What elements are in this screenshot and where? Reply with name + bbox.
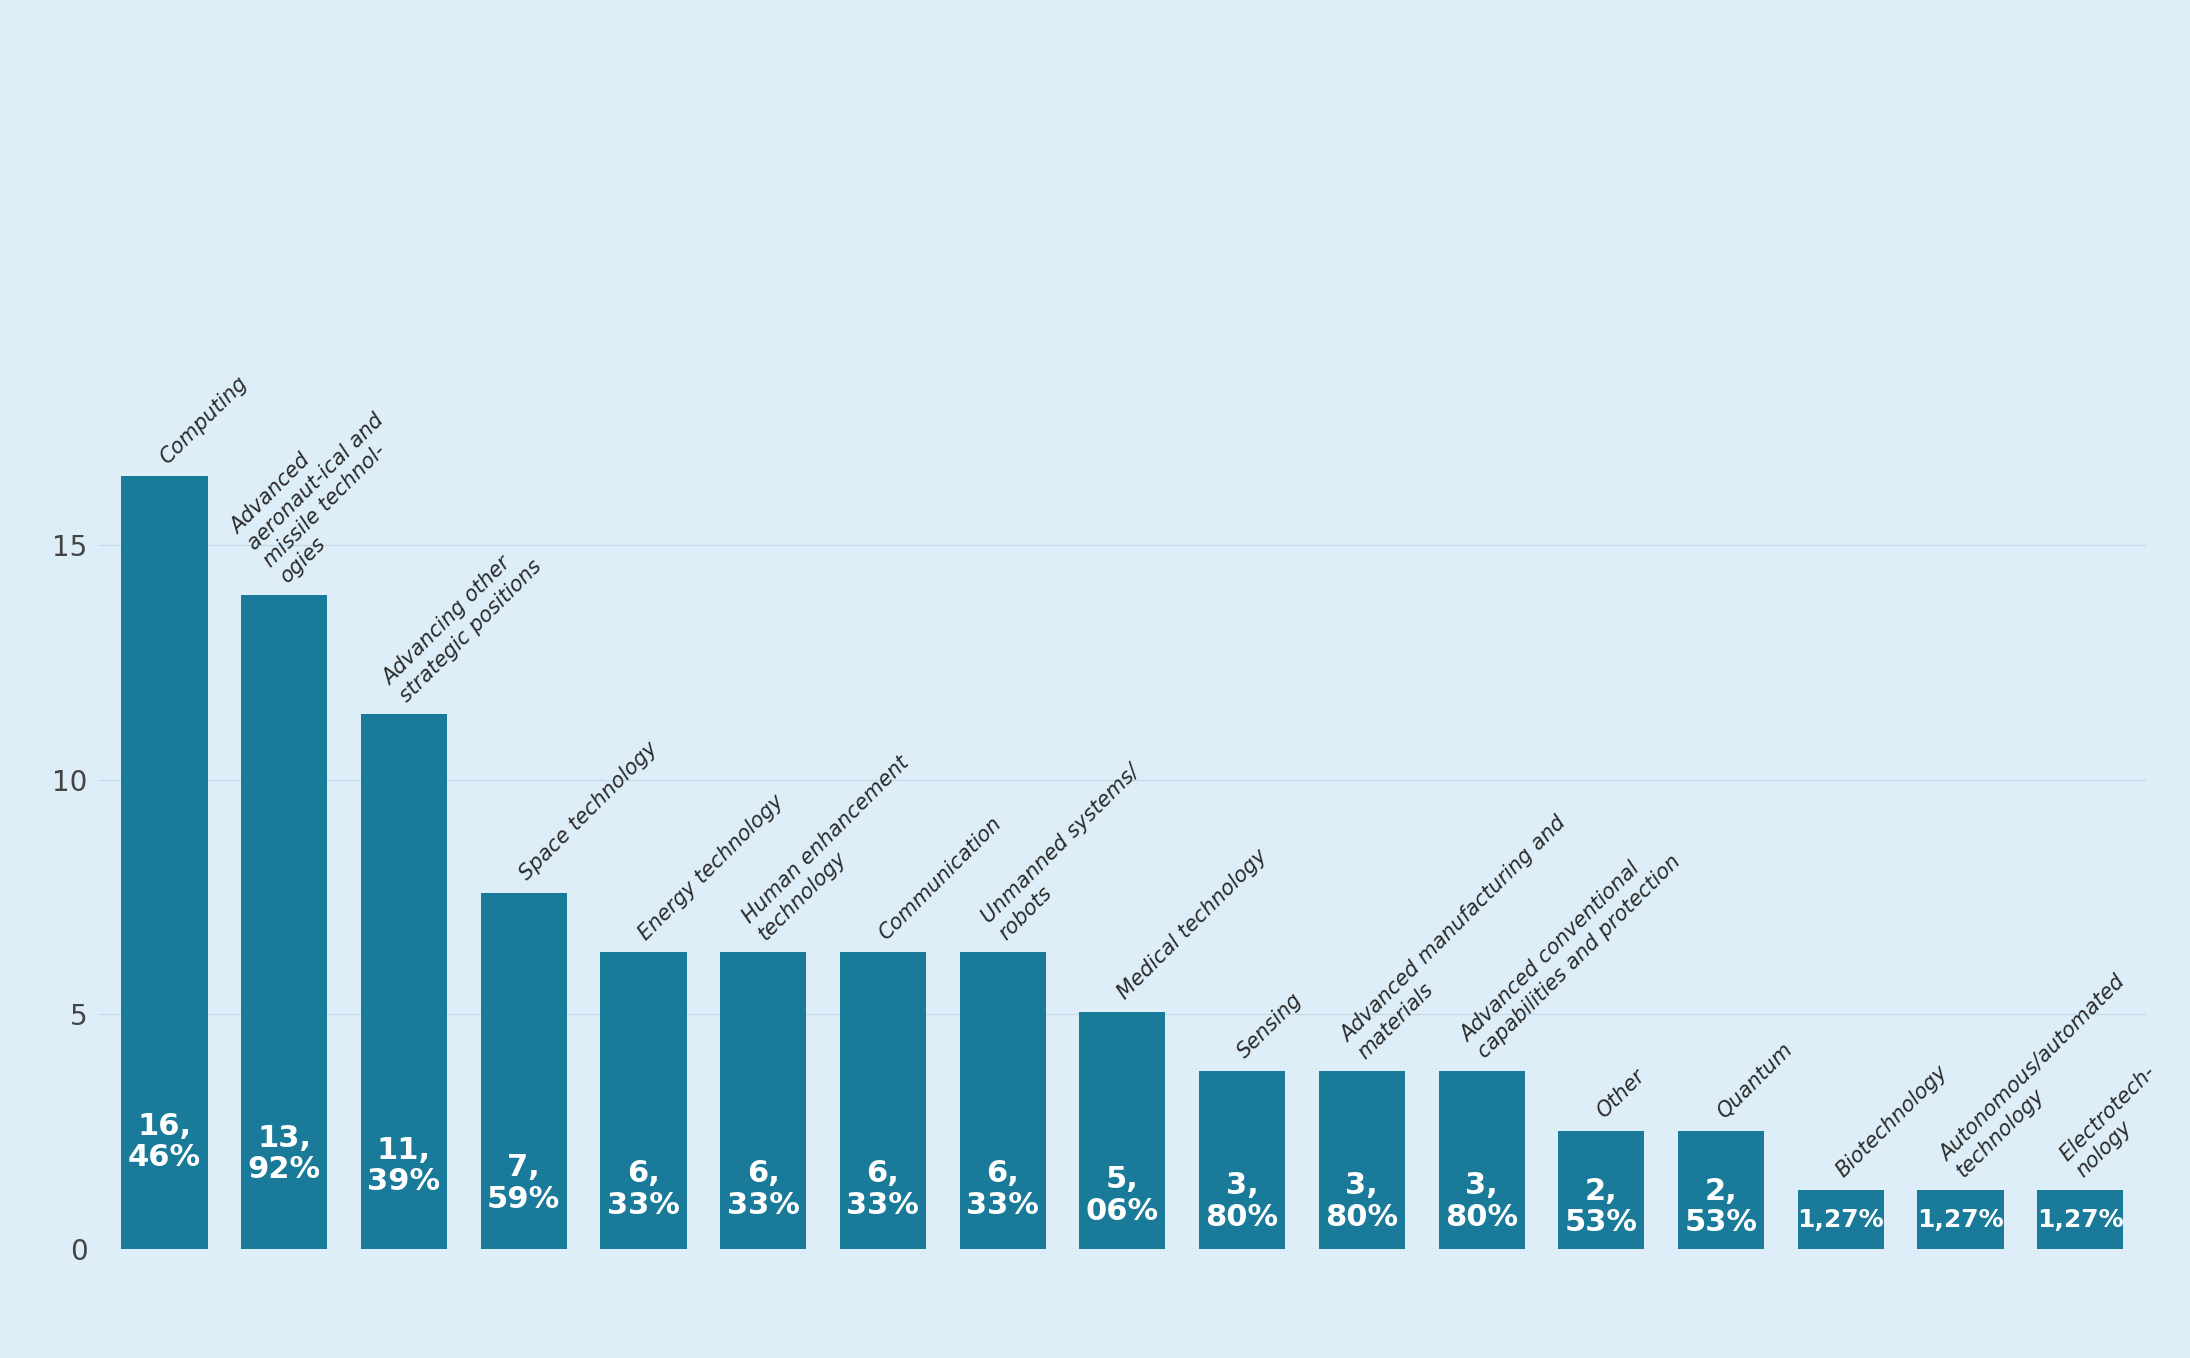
Text: 6,
33%: 6, 33% xyxy=(966,1160,1038,1219)
Text: 11,
39%: 11, 39% xyxy=(368,1135,440,1196)
Text: Quantum: Quantum xyxy=(1713,1039,1796,1122)
Text: Advancing other
strategic positions: Advancing other strategic positions xyxy=(379,539,545,706)
Bar xyxy=(480,892,567,1249)
Text: 13,
92%: 13, 92% xyxy=(247,1123,320,1184)
Text: Space technology: Space technology xyxy=(515,739,661,884)
Text: 1,27%: 1,27% xyxy=(1798,1207,1883,1232)
Bar xyxy=(1318,1071,1406,1249)
Bar xyxy=(1798,1190,1883,1249)
Text: 7,
59%: 7, 59% xyxy=(486,1153,561,1214)
Text: 6,
33%: 6, 33% xyxy=(848,1160,920,1219)
Text: 2,
53%: 2, 53% xyxy=(1566,1177,1638,1237)
Bar xyxy=(1559,1130,1645,1249)
Text: Advanced conventional
capabilities and protection: Advanced conventional capabilities and p… xyxy=(1456,835,1684,1062)
Bar xyxy=(2037,1190,2124,1249)
Text: Advanced
aeronaut­ical and
missile technol-
ogies: Advanced aeronaut­ical and missile techn… xyxy=(228,394,420,587)
Bar xyxy=(839,952,926,1249)
Text: Energy technology: Energy technology xyxy=(635,790,788,944)
Text: Advanced manufacturing and
materials: Advanced manufacturing and materials xyxy=(1338,813,1588,1062)
Text: 5,
06%: 5, 06% xyxy=(1086,1165,1159,1225)
Bar xyxy=(1080,1012,1165,1249)
Text: 2,
53%: 2, 53% xyxy=(1684,1177,1759,1237)
Bar xyxy=(241,595,326,1249)
Text: Sensing: Sensing xyxy=(1233,990,1307,1062)
Bar xyxy=(959,952,1047,1249)
Text: Human enhancement
technology: Human enhancement technology xyxy=(738,752,929,944)
Bar xyxy=(1198,1071,1286,1249)
Text: 1,27%: 1,27% xyxy=(1916,1207,2004,1232)
Bar xyxy=(120,477,208,1249)
Text: 1,27%: 1,27% xyxy=(2037,1207,2124,1232)
Text: Computing: Computing xyxy=(155,372,252,467)
Text: Electrotech-
nology: Electrotech- nology xyxy=(2056,1062,2175,1181)
Text: 16,
46%: 16, 46% xyxy=(127,1112,201,1172)
Text: Biotechnology: Biotechnology xyxy=(1833,1062,1951,1181)
Bar xyxy=(1678,1130,1765,1249)
Bar xyxy=(361,714,447,1249)
Text: Communication: Communication xyxy=(874,813,1005,944)
Bar xyxy=(1439,1071,1524,1249)
Text: 3,
80%: 3, 80% xyxy=(1325,1171,1399,1232)
Text: 3,
80%: 3, 80% xyxy=(1204,1171,1279,1232)
Text: 6,
33%: 6, 33% xyxy=(607,1160,679,1219)
Bar xyxy=(1918,1190,2004,1249)
Bar xyxy=(721,952,806,1249)
Text: Unmanned systems/
robots: Unmanned systems/ robots xyxy=(979,762,1161,944)
Text: Autonomous/automated
technology: Autonomous/automated technology xyxy=(1936,972,2146,1181)
Text: Other: Other xyxy=(1592,1066,1649,1122)
Text: Medical technology: Medical technology xyxy=(1115,846,1272,1004)
Text: 3,
80%: 3, 80% xyxy=(1445,1171,1518,1232)
Text: 6,
33%: 6, 33% xyxy=(727,1160,799,1219)
Bar xyxy=(600,952,685,1249)
